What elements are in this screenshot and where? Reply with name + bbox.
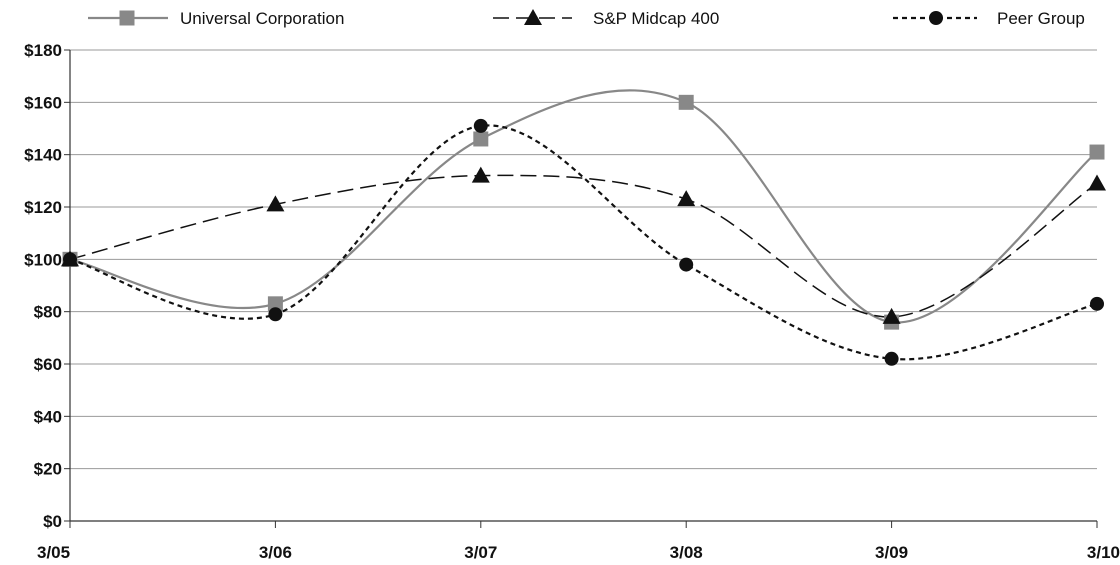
x-tick-label: 3/07 <box>464 543 497 562</box>
data-point-circle <box>473 118 488 133</box>
x-tick-labels: 3/05 3/06 3/07 3/08 3/09 3/10 <box>37 543 1120 562</box>
legend: Universal Corporation S&P Midcap 400 Peer … <box>88 9 1085 28</box>
data-point-triangle <box>471 166 490 183</box>
y-tick-label: $100 <box>24 250 62 269</box>
x-tick-label: 3/05 <box>37 543 70 562</box>
data-point-triangle <box>677 190 696 207</box>
data-point-circle <box>884 351 899 366</box>
y-tick-label: $60 <box>34 355 62 374</box>
axes <box>64 49 1098 528</box>
data-point-circle <box>268 307 283 322</box>
data-point-triangle <box>266 195 285 212</box>
data-point-square <box>473 131 489 147</box>
y-tick-label: $20 <box>34 460 62 479</box>
y-tick-label: $140 <box>24 146 62 165</box>
y-tick-label: $120 <box>24 198 62 217</box>
x-tick-label: 3/06 <box>259 543 292 562</box>
series-line <box>69 124 1098 361</box>
data-point-triangle <box>1088 174 1106 191</box>
legend-marker-square <box>119 10 135 26</box>
y-tick-label: $0 <box>43 512 62 531</box>
x-tick-label: 3/09 <box>875 543 908 562</box>
legend-marker-triangle <box>524 9 542 25</box>
x-tick-label: 3/08 <box>670 543 703 562</box>
legend-item: S&P Midcap 400 <box>493 9 719 28</box>
data-point-square <box>267 296 283 312</box>
legend-label: S&P Midcap 400 <box>593 9 719 28</box>
y-tick-label: $40 <box>34 407 62 426</box>
series-lines <box>69 89 1098 361</box>
data-markers <box>61 94 1106 366</box>
data-point-square <box>1089 144 1105 160</box>
y-tick-labels: $0 $20 $40 $60 $80 $100 $120 $140 $160 $180 <box>24 41 62 531</box>
legend-item: Universal Corporation <box>88 9 344 28</box>
data-point-circle <box>63 252 77 267</box>
legend-label: Universal Corporation <box>180 9 344 28</box>
legend-item: Peer Group <box>893 9 1085 28</box>
data-point-circle <box>679 257 694 272</box>
y-tick-label: $80 <box>34 303 62 322</box>
data-point-triangle <box>882 307 901 324</box>
data-point-circle <box>1090 296 1104 311</box>
grid-lines <box>70 49 1097 470</box>
legend-marker-circle <box>929 11 943 25</box>
y-tick-label: $160 <box>24 93 62 112</box>
data-point-square <box>678 94 694 110</box>
series-line <box>69 89 1098 324</box>
series-line <box>69 174 1098 318</box>
y-tick-label: $180 <box>24 41 62 60</box>
legend-label: Peer Group <box>997 9 1085 28</box>
x-tick-label: 3/10 <box>1087 543 1120 562</box>
